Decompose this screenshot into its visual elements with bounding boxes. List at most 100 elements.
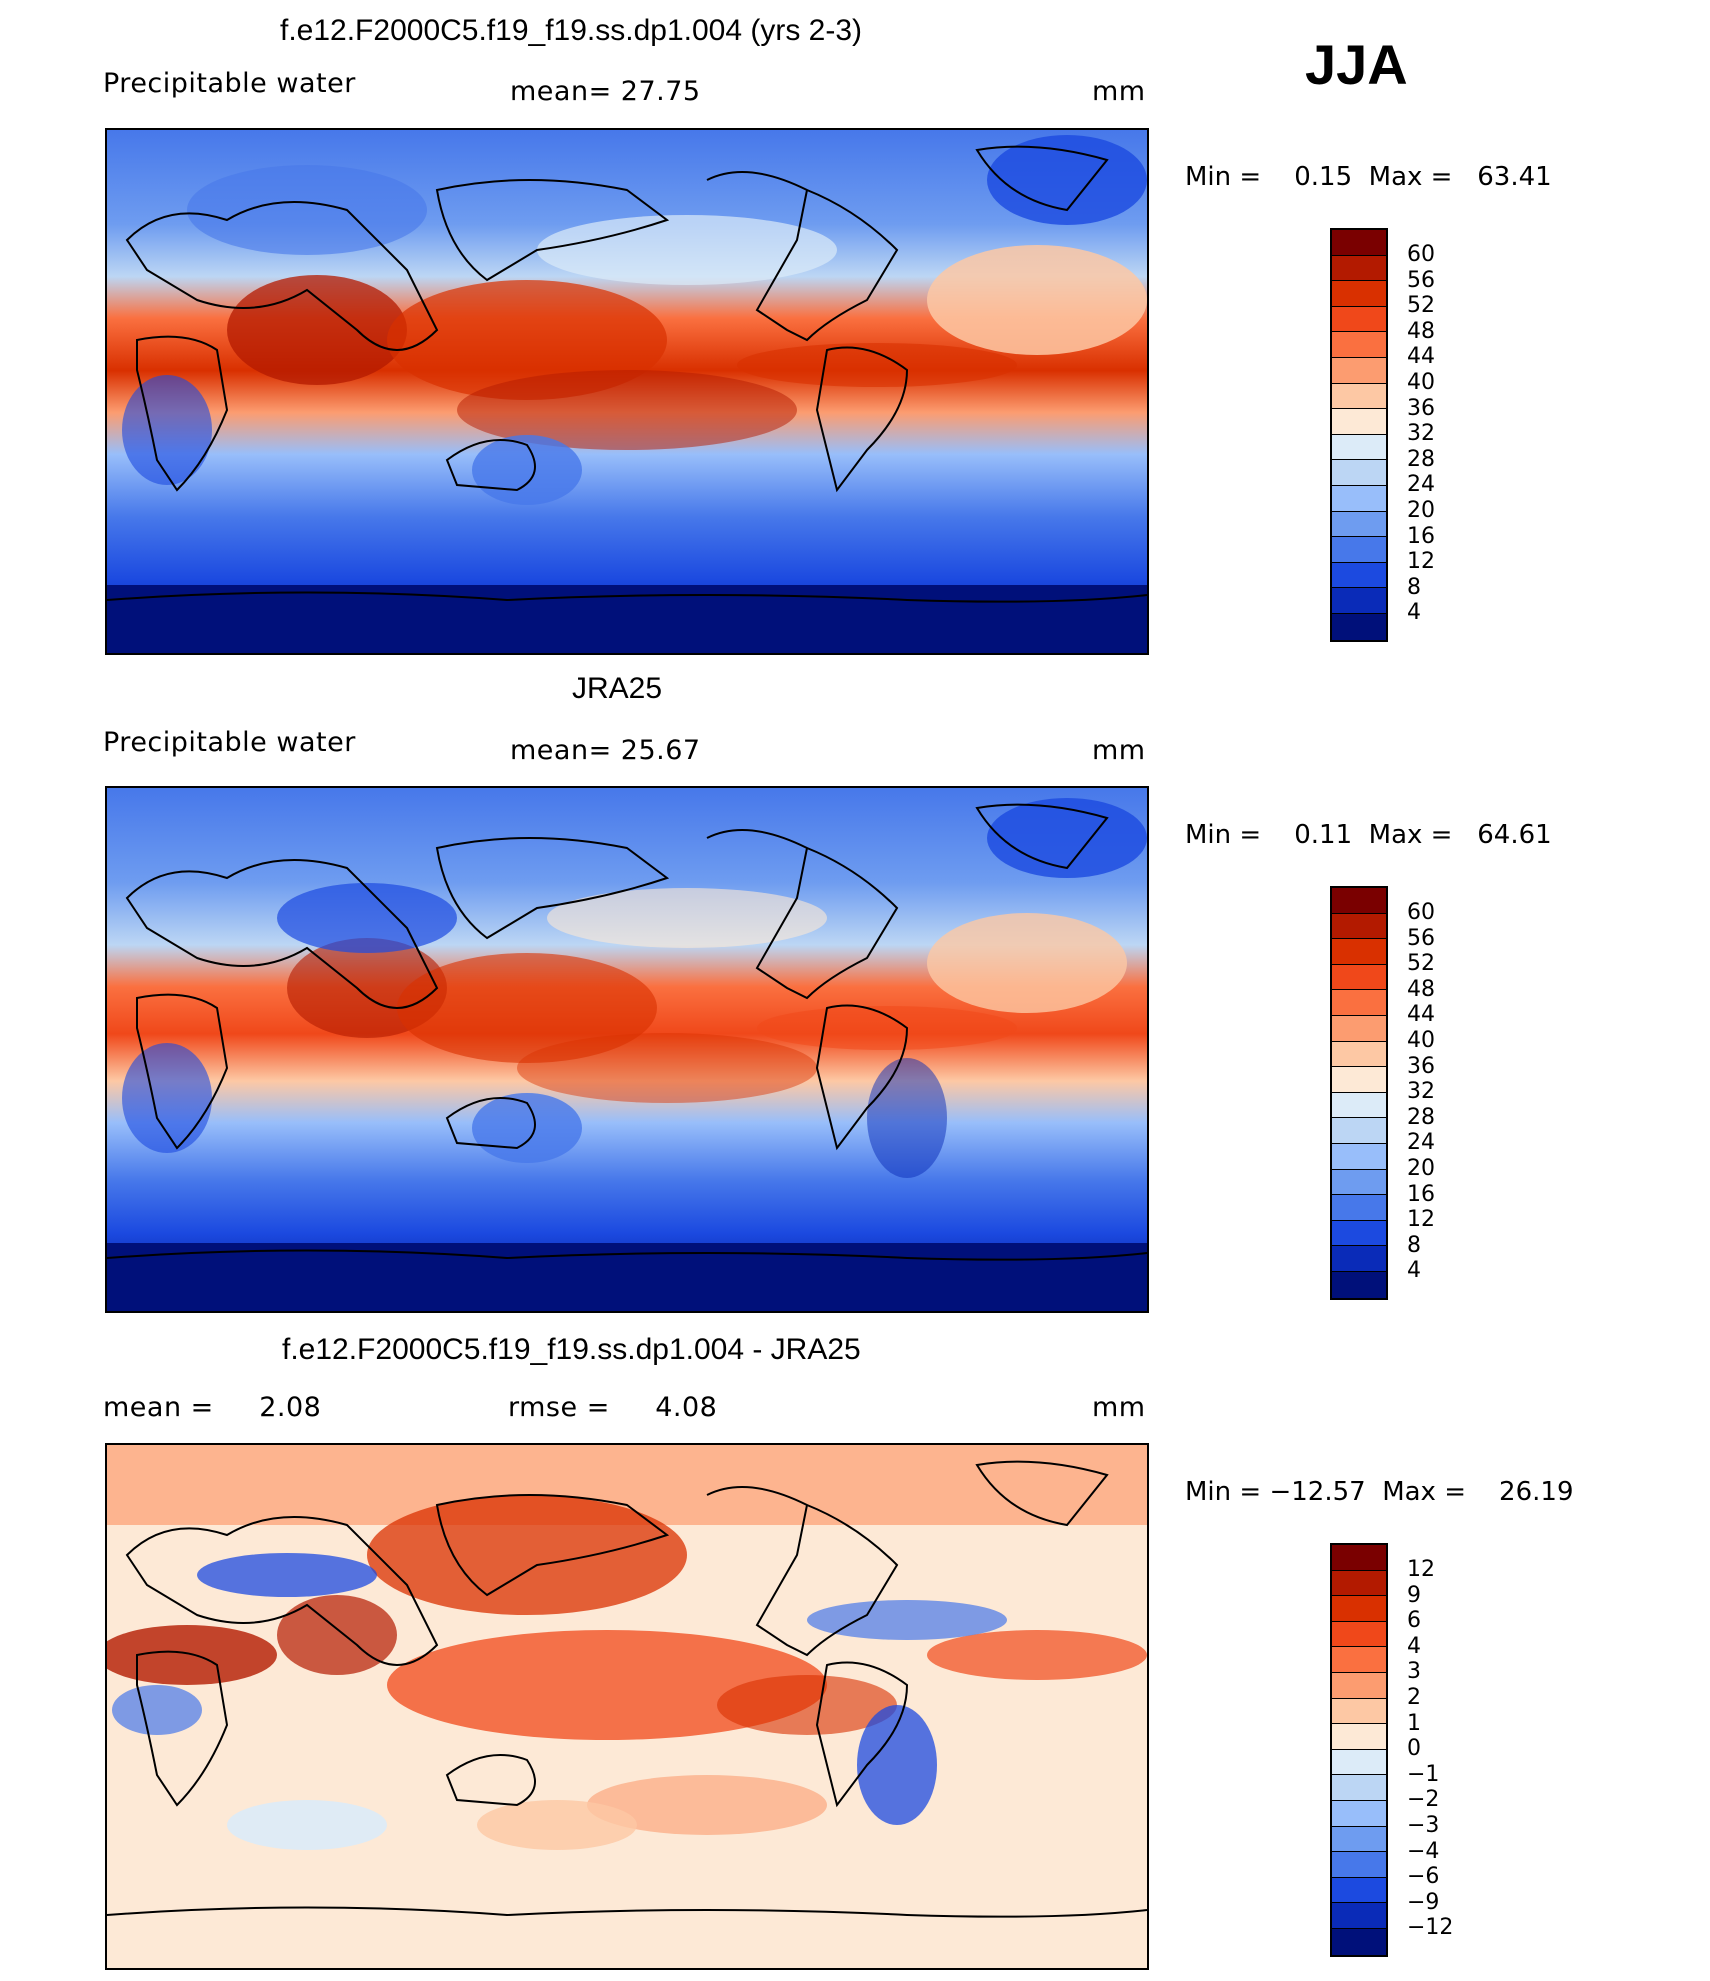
colorbar-swatch bbox=[1332, 939, 1386, 965]
colorbar-tick: −1 bbox=[1407, 1762, 1440, 1787]
colorbar-tick: 60 bbox=[1407, 900, 1435, 925]
colorbar-swatch bbox=[1332, 511, 1386, 538]
colorbar-swatch bbox=[1332, 460, 1386, 486]
colorbar-tick: 2 bbox=[1407, 1685, 1421, 1710]
colorbar-tick: −4 bbox=[1407, 1839, 1440, 1864]
colorbar-swatch bbox=[1332, 1067, 1386, 1093]
colorbar-swatch bbox=[1332, 1570, 1386, 1597]
season-label: JJA bbox=[1305, 33, 1408, 96]
panel-3-unit-label: mm bbox=[1092, 1392, 1146, 1423]
colorbar-swatch bbox=[1332, 255, 1386, 282]
colorbar-tick: 52 bbox=[1407, 293, 1435, 318]
colorbar-tick: −12 bbox=[1407, 1915, 1454, 1940]
colorbar-tick: 44 bbox=[1407, 344, 1435, 369]
colorbar-tick: 32 bbox=[1407, 1079, 1435, 1104]
colorbar-swatch bbox=[1332, 434, 1386, 461]
panel-2-mean-label: mean= 25.67 bbox=[510, 735, 701, 766]
panel-2-unit-label: mm bbox=[1092, 735, 1146, 766]
colorbar-swatch bbox=[1332, 1246, 1386, 1272]
colorbar-swatch bbox=[1332, 1596, 1386, 1622]
colorbar-tick: 56 bbox=[1407, 268, 1435, 293]
colorbar-tick: 24 bbox=[1407, 472, 1435, 497]
colorbar-tick: 60 bbox=[1407, 242, 1435, 267]
panel-2-variable-label: Precipitable water bbox=[103, 727, 356, 758]
colorbar-swatch bbox=[1332, 1271, 1386, 1298]
colorbar-tick: 4 bbox=[1407, 1258, 1421, 1283]
colorbar-swatch bbox=[1332, 1195, 1386, 1221]
colorbar-tick: 36 bbox=[1407, 1054, 1435, 1079]
colorbar-tick: 56 bbox=[1407, 926, 1435, 951]
colorbar-tick: 36 bbox=[1407, 396, 1435, 421]
panel-3-title: f.e12.F2000C5.f19_f19.ss.dp1.004 - JRA25 bbox=[282, 1333, 861, 1366]
colorbar-tick: 48 bbox=[1407, 977, 1435, 1002]
colorbar-swatch bbox=[1332, 1852, 1386, 1878]
colorbar-tick: 40 bbox=[1407, 370, 1435, 395]
panel-1-colorbar bbox=[1330, 228, 1388, 642]
panel-2-colorbar bbox=[1330, 886, 1388, 1300]
colorbar-tick: 12 bbox=[1407, 549, 1435, 574]
colorbar-swatch bbox=[1332, 383, 1386, 410]
colorbar-tick: 16 bbox=[1407, 524, 1435, 549]
colorbar-swatch bbox=[1332, 990, 1386, 1016]
colorbar-tick: 1 bbox=[1407, 1711, 1421, 1736]
colorbar-tick: 40 bbox=[1407, 1028, 1435, 1053]
colorbar-tick: 8 bbox=[1407, 1233, 1421, 1258]
colorbar-swatch bbox=[1332, 1621, 1386, 1648]
colorbar-swatch bbox=[1332, 1800, 1386, 1827]
panel-3-rmse-label: rmse = 4.08 bbox=[508, 1392, 718, 1423]
colorbar-tick: 24 bbox=[1407, 1130, 1435, 1155]
colorbar-swatch bbox=[1332, 1169, 1386, 1196]
colorbar-swatch bbox=[1332, 1724, 1386, 1750]
colorbar-swatch bbox=[1332, 1143, 1386, 1170]
colorbar-swatch bbox=[1332, 409, 1386, 435]
panel-1-map bbox=[105, 128, 1149, 655]
colorbar-swatch bbox=[1332, 913, 1386, 940]
colorbar-swatch bbox=[1332, 613, 1386, 640]
colorbar-swatch bbox=[1332, 1041, 1386, 1068]
colorbar-swatch bbox=[1332, 1775, 1386, 1801]
colorbar-tick: 28 bbox=[1407, 447, 1435, 472]
colorbar-swatch bbox=[1332, 1118, 1386, 1144]
colorbar-swatch bbox=[1332, 357, 1386, 384]
panel-2-map bbox=[105, 786, 1149, 1313]
colorbar-swatch bbox=[1332, 1545, 1386, 1571]
colorbar-swatch bbox=[1332, 1877, 1386, 1904]
panel-1-unit-label: mm bbox=[1092, 76, 1146, 107]
colorbar-tick: 8 bbox=[1407, 575, 1421, 600]
panel-1-mean-label: mean= 27.75 bbox=[510, 76, 701, 107]
colorbar-tick: 12 bbox=[1407, 1557, 1435, 1582]
colorbar-tick: 0 bbox=[1407, 1736, 1421, 1761]
colorbar-swatch bbox=[1332, 537, 1386, 563]
colorbar-swatch bbox=[1332, 281, 1386, 307]
panel-3-mean-label: mean = 2.08 bbox=[103, 1392, 322, 1423]
colorbar-swatch bbox=[1332, 1826, 1386, 1853]
colorbar-swatch bbox=[1332, 1220, 1386, 1247]
colorbar-swatch bbox=[1332, 562, 1386, 589]
colorbar-tick: 32 bbox=[1407, 421, 1435, 446]
colorbar-tick: −6 bbox=[1407, 1864, 1440, 1889]
panel-1-title: f.e12.F2000C5.f19_f19.ss.dp1.004 (yrs 2-… bbox=[280, 14, 863, 47]
colorbar-swatch bbox=[1332, 1903, 1386, 1929]
colorbar-swatch bbox=[1332, 230, 1386, 256]
panel-1-variable-label: Precipitable water bbox=[103, 68, 356, 99]
colorbar-swatch bbox=[1332, 306, 1386, 333]
colorbar-swatch bbox=[1332, 1672, 1386, 1699]
panel-2-title: JRA25 bbox=[572, 672, 663, 705]
colorbar-swatch bbox=[1332, 1092, 1386, 1119]
colorbar-tick: 9 bbox=[1407, 1583, 1421, 1608]
panel-2-min-max: Min = 0.11 Max = 64.61 bbox=[1185, 820, 1552, 850]
colorbar-tick: 20 bbox=[1407, 1156, 1435, 1181]
colorbar-swatch bbox=[1332, 888, 1386, 914]
colorbar-tick: 16 bbox=[1407, 1182, 1435, 1207]
colorbar-tick: 4 bbox=[1407, 1634, 1421, 1659]
colorbar-swatch bbox=[1332, 588, 1386, 614]
colorbar-swatch bbox=[1332, 1928, 1386, 1955]
colorbar-tick: 4 bbox=[1407, 600, 1421, 625]
colorbar-swatch bbox=[1332, 1647, 1386, 1673]
colorbar-swatch bbox=[1332, 485, 1386, 512]
colorbar-swatch bbox=[1332, 1698, 1386, 1725]
colorbar-tick: −2 bbox=[1407, 1787, 1440, 1812]
panel-1-min-max: Min = 0.15 Max = 63.41 bbox=[1185, 162, 1552, 192]
colorbar-tick: 12 bbox=[1407, 1207, 1435, 1232]
colorbar-swatch bbox=[1332, 1015, 1386, 1042]
